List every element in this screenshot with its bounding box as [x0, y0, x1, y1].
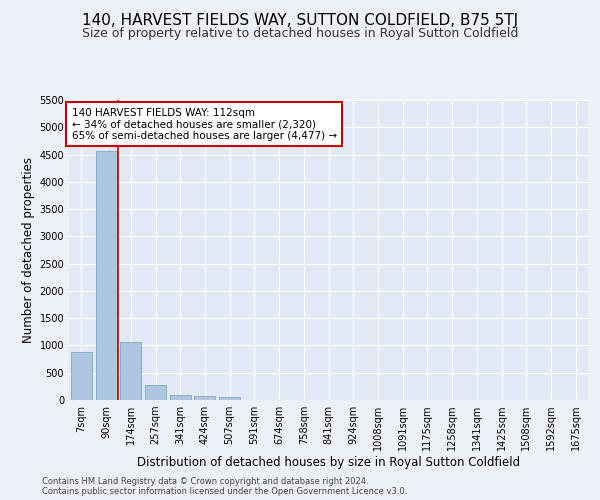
- Bar: [194, 396, 215, 400]
- Text: 140 HARVEST FIELDS WAY: 112sqm
← 34% of detached houses are smaller (2,320)
65% : 140 HARVEST FIELDS WAY: 112sqm ← 34% of …: [71, 108, 337, 140]
- Text: Contains public sector information licensed under the Open Government Licence v3: Contains public sector information licen…: [42, 488, 407, 496]
- Bar: [120, 342, 141, 400]
- Bar: [95, 152, 116, 400]
- Y-axis label: Number of detached properties: Number of detached properties: [22, 157, 35, 343]
- Bar: [71, 352, 92, 400]
- Text: Contains HM Land Registry data © Crown copyright and database right 2024.: Contains HM Land Registry data © Crown c…: [42, 478, 368, 486]
- Text: Size of property relative to detached houses in Royal Sutton Coldfield: Size of property relative to detached ho…: [82, 28, 518, 40]
- X-axis label: Distribution of detached houses by size in Royal Sutton Coldfield: Distribution of detached houses by size …: [137, 456, 520, 469]
- Bar: [145, 384, 166, 400]
- Bar: [170, 395, 191, 400]
- Bar: [219, 396, 240, 400]
- Text: 140, HARVEST FIELDS WAY, SUTTON COLDFIELD, B75 5TJ: 140, HARVEST FIELDS WAY, SUTTON COLDFIEL…: [82, 12, 518, 28]
